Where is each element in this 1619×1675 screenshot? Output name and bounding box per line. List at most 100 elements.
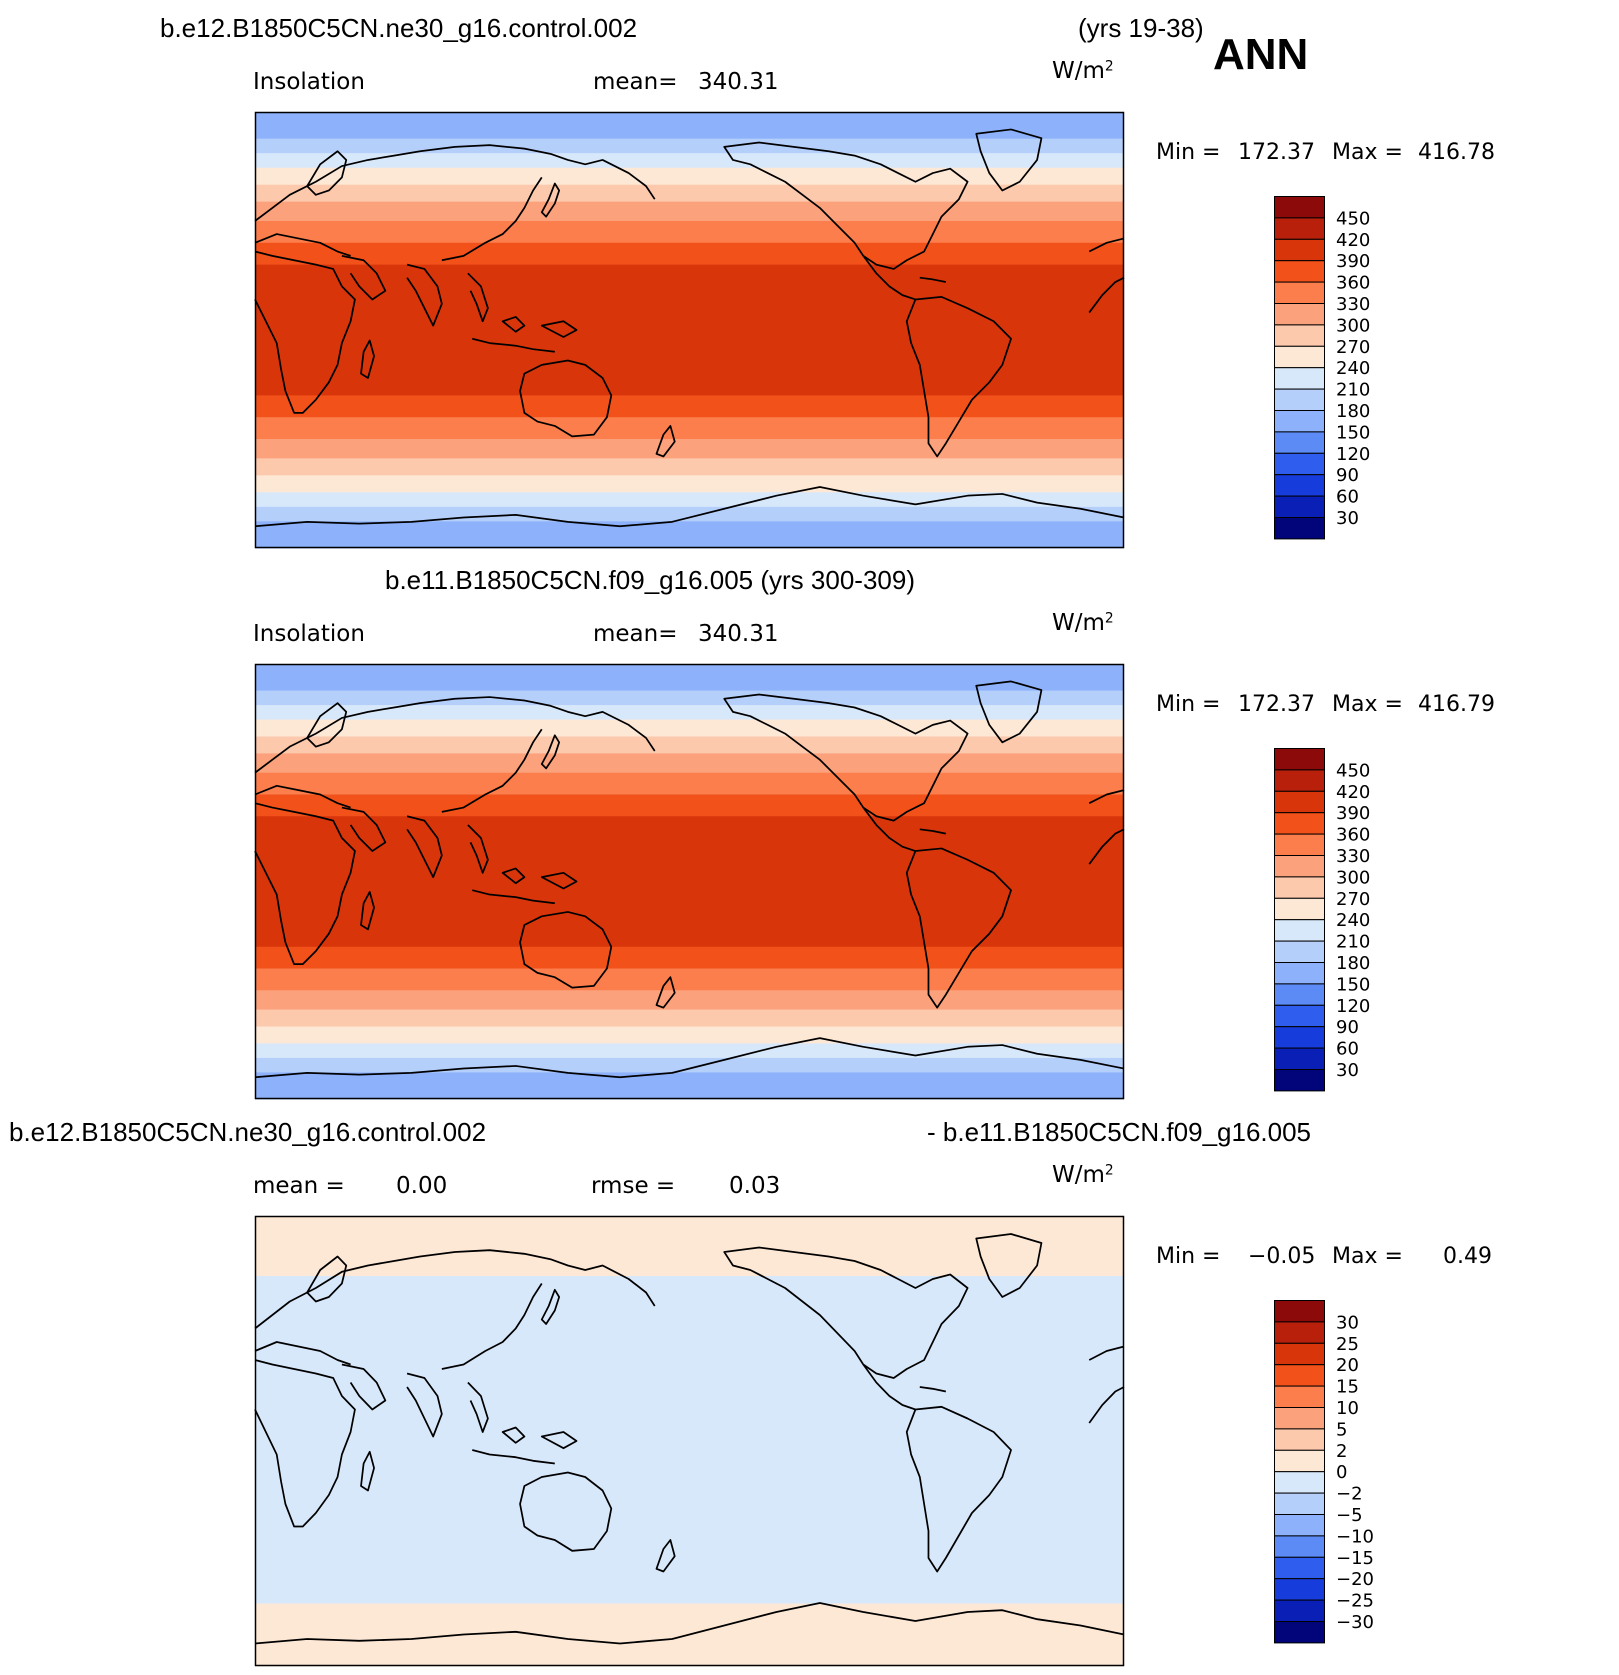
colorbar-label-1-1: 420 [1336, 230, 1370, 251]
panel3-max-value: 0.49 [1443, 1244, 1492, 1269]
colorbar-box-2-5 [1274, 855, 1325, 878]
panel2-max-value: 416.79 [1418, 692, 1495, 717]
map-panel-3 [254, 1215, 1125, 1667]
colorbar-box-3-15 [1274, 1621, 1325, 1644]
colorbar-label-2-1: 420 [1336, 782, 1370, 803]
panel3-units: W/m2 [1052, 1164, 1114, 1187]
colorbar-box-1-13 [1274, 474, 1325, 497]
case-a-title: b.e12.B1850C5CN.ne30_g16.control.002 [160, 13, 638, 43]
band-2-9 [255, 946, 1124, 969]
band-2-1 [255, 690, 1124, 706]
map-frame-2 [254, 663, 1125, 1100]
colorbar-box-3-3 [1274, 1364, 1325, 1387]
colorbar-label-2-6: 270 [1336, 889, 1370, 910]
colorbar-box-3-0 [1274, 1300, 1325, 1323]
panel1-max-value: 416.78 [1418, 140, 1495, 165]
panel3-max-label: Max = [1332, 1244, 1403, 1269]
colorbar-box-2-0 [1274, 748, 1325, 771]
colorbar-label-2-9: 180 [1336, 953, 1370, 974]
colorbar-label-1-9: 180 [1336, 401, 1370, 422]
colorbar-box-1-7 [1274, 345, 1325, 369]
band-1-13 [255, 475, 1124, 493]
band-2-6 [255, 772, 1124, 795]
colorbar-box-3-12 [1274, 1556, 1325, 1580]
colorbar-box-2-6 [1274, 876, 1325, 899]
colorbar-label-1-6: 270 [1336, 337, 1370, 358]
colorbar-box-1-14 [1274, 495, 1325, 519]
colorbar-label-3-12: −20 [1336, 1569, 1374, 1590]
panel3-rmse-label: rmse = [591, 1173, 676, 1199]
colorbar-label-1-5: 300 [1336, 315, 1370, 336]
colorbar-label-1-3: 360 [1336, 273, 1370, 294]
colorbar-label-3-10: −10 [1336, 1526, 1374, 1547]
band-1-6 [255, 221, 1124, 244]
colorbar-box-2-3 [1274, 812, 1325, 835]
band-2-7 [255, 794, 1124, 817]
band-3-1 [255, 1276, 1124, 1604]
colorbar-panel-1: 4504203903603303002702402101801501209060… [1274, 196, 1370, 540]
band-1-4 [255, 184, 1124, 203]
panel1-min-value: 172.37 [1238, 140, 1315, 165]
panel2-min-value: 172.37 [1238, 692, 1315, 717]
band-1-11 [255, 439, 1124, 459]
colorbar-label-2-8: 210 [1336, 932, 1370, 953]
panel2-mean-label: mean= [593, 621, 678, 647]
band-1-9 [255, 395, 1124, 418]
colorbar-box-1-1 [1274, 217, 1325, 240]
colorbar-box-3-10 [1274, 1514, 1325, 1537]
panel2-units: W/m2 [1052, 612, 1114, 635]
colorbar-label-1-12: 90 [1336, 465, 1359, 486]
colorbar-box-2-1 [1274, 769, 1325, 792]
colorbar-label-2-13: 60 [1336, 1039, 1359, 1060]
colorbar-label-1-4: 330 [1336, 294, 1370, 315]
panel1-units-exp: 2 [1104, 58, 1114, 75]
case-a-years: (yrs 19-38) [1078, 13, 1204, 43]
case-b-title: b.e11.B1850C5CN.f09_g16.005 (yrs 300-309… [385, 565, 915, 595]
panel3-min-value: −0.05 [1248, 1244, 1316, 1269]
colorbar-box-3-5 [1274, 1407, 1325, 1430]
band-1-10 [255, 417, 1124, 440]
colorbar-box-1-3 [1274, 260, 1325, 283]
colorbar-label-1-0: 450 [1336, 208, 1370, 229]
colorbar-label-2-14: 30 [1336, 1060, 1359, 1081]
band-1-8 [255, 264, 1124, 396]
colorbar-box-3-9 [1274, 1492, 1325, 1516]
map-frame-3 [254, 1215, 1125, 1667]
colorbar-label-2-11: 120 [1336, 996, 1370, 1017]
panel2-max-label: Max = [1332, 692, 1403, 717]
season-label: ANN [1213, 30, 1309, 79]
panel1-mean-label: mean= [593, 69, 678, 95]
diff-right-title: - b.e11.B1850C5CN.f09_g16.005 [927, 1117, 1312, 1147]
colorbar-label-2-2: 390 [1336, 803, 1370, 824]
colorbar-label-2-0: 450 [1336, 760, 1370, 781]
panel3-units-exp: 2 [1104, 1162, 1114, 1179]
colorbar-label-3-13: −25 [1336, 1591, 1374, 1612]
map-panel-2 [254, 663, 1125, 1100]
colorbar-box-2-10 [1274, 962, 1325, 985]
panel1-min-label: Min = [1156, 140, 1221, 165]
band-1-5 [255, 201, 1124, 222]
colorbar-box-1-15 [1274, 517, 1325, 540]
colorbar-label-2-5: 300 [1336, 867, 1370, 888]
colorbar-label-1-7: 240 [1336, 358, 1370, 379]
panel3-mean-label: mean = [253, 1173, 345, 1199]
map-frame-1 [254, 111, 1125, 549]
colorbar-box-2-13 [1274, 1026, 1325, 1049]
band-1-2 [255, 153, 1124, 169]
panel1-units-base: W/m [1052, 58, 1105, 84]
colorbar-box-2-12 [1274, 1004, 1325, 1028]
colorbar-label-2-12: 90 [1336, 1017, 1359, 1038]
colorbar-label-1-10: 150 [1336, 422, 1370, 443]
colorbar-box-3-2 [1274, 1342, 1325, 1366]
colorbar-box-3-14 [1274, 1599, 1325, 1623]
panel3-units-base: W/m [1052, 1162, 1105, 1188]
colorbar-label-1-13: 60 [1336, 487, 1359, 508]
colorbar-label-3-5: 5 [1336, 1419, 1347, 1440]
band-1-16 [255, 521, 1124, 549]
colorbar-box-2-9 [1274, 940, 1325, 964]
colorbar-box-1-8 [1274, 367, 1325, 390]
band-2-4 [255, 736, 1124, 754]
band-2-13 [255, 1026, 1124, 1044]
colorbar-box-3-4 [1274, 1385, 1325, 1408]
